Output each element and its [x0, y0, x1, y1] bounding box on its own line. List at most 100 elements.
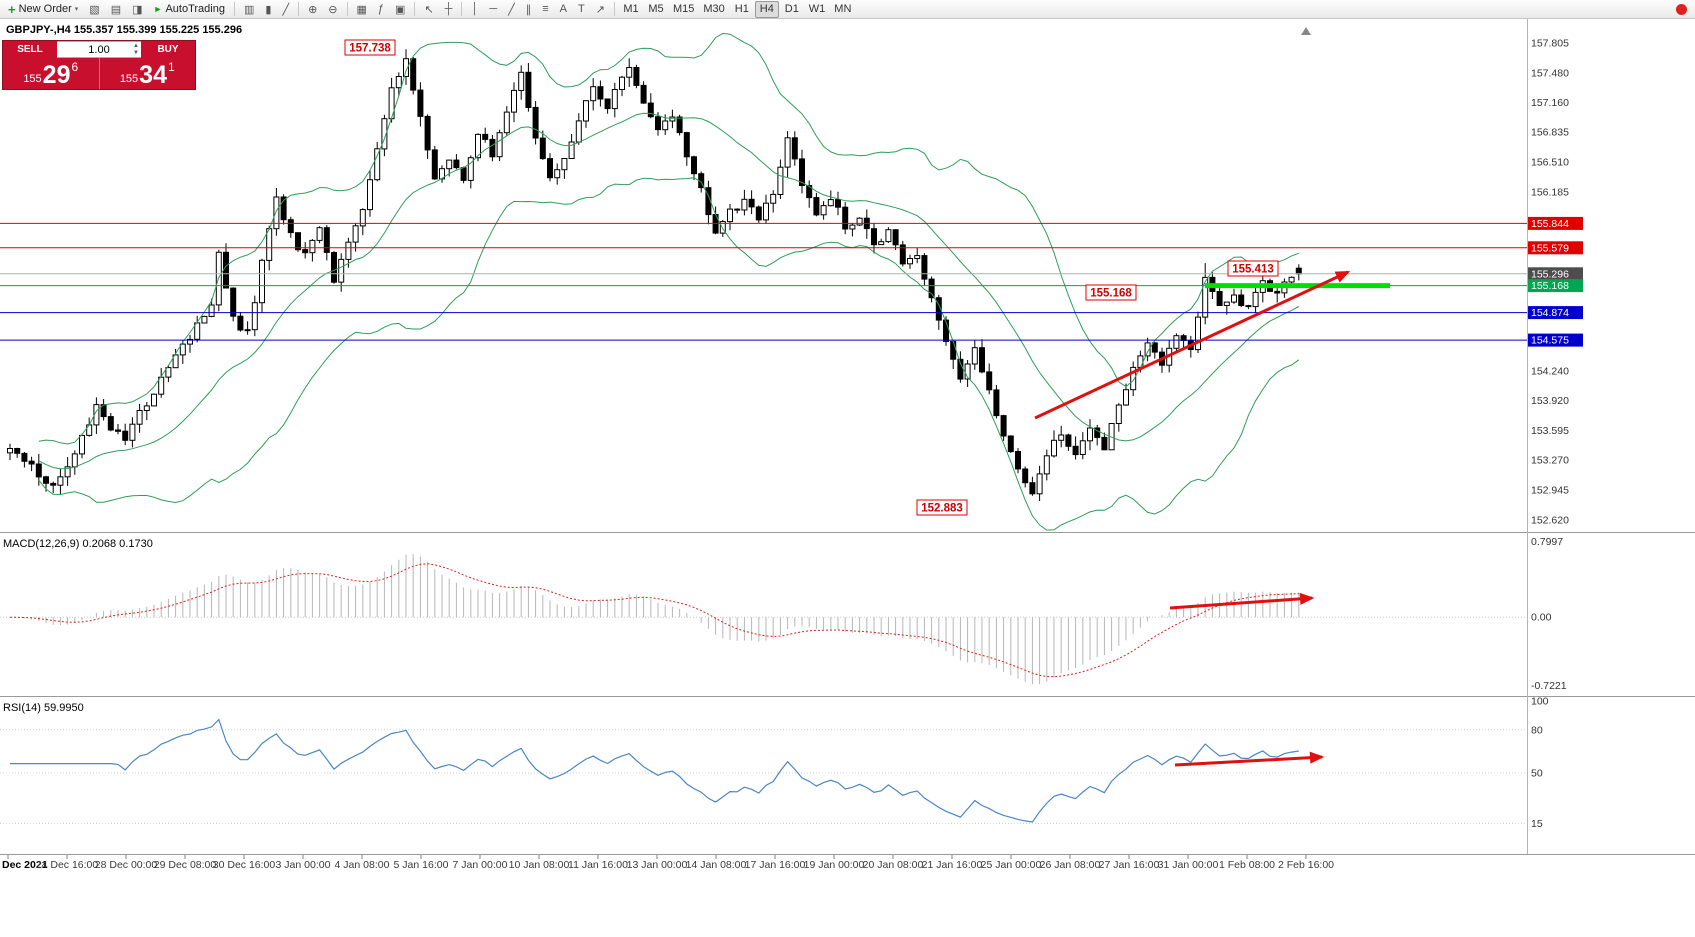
price-annotation-157.738[interactable]: 157.738: [344, 39, 396, 56]
volume-stepper[interactable]: ▲ ▼: [133, 43, 139, 57]
candle: [395, 76, 402, 89]
svg-text:152.883: 152.883: [921, 503, 963, 515]
vertical-line-button[interactable]: │: [466, 1, 483, 18]
timeframe-h1[interactable]: H1: [734, 3, 749, 15]
candle: [467, 157, 474, 181]
label-button[interactable]: T: [573, 1, 590, 18]
trend-arrow-3[interactable]: [1174, 751, 1325, 767]
arrow-tool-icon: ↗: [595, 3, 605, 16]
candle: [791, 137, 798, 160]
autotrading-play-icon: ►: [153, 4, 163, 14]
time-label: 10 Jan 08:00: [509, 859, 570, 871]
candle: [251, 302, 258, 331]
time-label: 13 Jan 00:00: [627, 859, 688, 871]
line-chart-button[interactable]: ╱: [277, 1, 294, 18]
crosshair-button[interactable]: ┼: [440, 1, 458, 18]
candle: [1065, 434, 1072, 447]
candle: [223, 251, 229, 289]
timeframe-w1[interactable]: W1: [808, 3, 826, 15]
svg-text:156.510: 156.510: [1531, 157, 1569, 169]
candle: [1036, 473, 1043, 495]
candle: [79, 434, 85, 455]
autotrading-button[interactable]: ► AutoTrading: [149, 1, 230, 18]
vertical-line-icon: │: [471, 3, 479, 15]
profiles-button[interactable]: ▤: [106, 1, 126, 18]
cursor-icon: ↖: [424, 3, 434, 16]
bollinger-upper-line: [38, 32, 1299, 445]
timeframe-mn[interactable]: MN: [834, 3, 852, 15]
alerts-button[interactable]: ◨: [127, 1, 147, 18]
bar-chart-button[interactable]: ▥: [239, 1, 259, 18]
candle: [1007, 435, 1014, 453]
timeframe-d1[interactable]: D1: [784, 3, 799, 15]
trendline-button[interactable]: ╱: [503, 1, 520, 18]
candle: [907, 258, 913, 265]
candle: [388, 87, 395, 120]
candle: [143, 405, 150, 411]
tile-windows-button[interactable]: ▦: [352, 1, 372, 18]
price-annotation-152.883[interactable]: 152.883: [916, 499, 968, 516]
candlestick-chart-button[interactable]: ▮: [260, 1, 276, 18]
time-label: 25 Jan 00:00: [981, 859, 1042, 871]
channel-button[interactable]: ∥: [521, 1, 537, 18]
fibonacci-button[interactable]: ≡: [537, 1, 553, 18]
new-order-button[interactable]: + New Order ▾: [3, 1, 83, 18]
svg-text:155.579: 155.579: [1531, 242, 1569, 254]
timeframe-m30[interactable]: M30: [703, 3, 725, 15]
sell-button[interactable]: SELL: [3, 41, 57, 58]
candle: [359, 209, 366, 227]
price-scale[interactable]: 157.805 157.480 157.160 156.835 156.510 156.1…: [1527, 19, 1584, 854]
candle: [381, 118, 388, 150]
charts-icon: ▧: [89, 3, 100, 16]
candle: [446, 159, 453, 170]
chart-shift-marker[interactable]: [1301, 27, 1311, 35]
trend-arrow-2[interactable]: [1169, 592, 1315, 610]
cursor-button[interactable]: ↖: [419, 1, 438, 18]
spinner-up-icon[interactable]: ▲: [133, 43, 139, 49]
chart-canvas[interactable]: 157.805 157.480 157.160 156.835 156.510 156.1…: [0, 19, 1695, 937]
candle: [28, 460, 35, 465]
spinner-down-icon[interactable]: ▼: [133, 50, 139, 56]
price-annotation-155.168[interactable]: 155.168: [1085, 284, 1137, 301]
buy-price-button[interactable]: 155 34 1: [98, 58, 195, 89]
buy-button[interactable]: BUY: [141, 41, 195, 58]
candle: [806, 185, 813, 199]
bollinger-middle-line: [38, 112, 1300, 470]
candle: [921, 255, 928, 280]
candle: [187, 338, 193, 345]
alerts-icon: ◨: [132, 3, 143, 16]
candle: [1101, 436, 1108, 451]
candle: [302, 249, 309, 254]
alert-icon[interactable]: [1676, 3, 1687, 15]
timeframe-m5[interactable]: M5: [648, 3, 664, 15]
horizontal-line-button[interactable]: ─: [484, 1, 502, 18]
zoom-out-button[interactable]: ⊖: [323, 1, 342, 18]
volume-input[interactable]: 1.00 ▲ ▼: [57, 41, 141, 58]
candle: [331, 252, 337, 283]
svg-text:15: 15: [1531, 818, 1543, 830]
svg-text:157.480: 157.480: [1531, 67, 1569, 79]
candle: [309, 239, 316, 254]
candle: [518, 71, 525, 91]
time-label: 19 Jan 00:00: [804, 859, 865, 871]
charts-button[interactable]: ▧: [84, 1, 104, 18]
price-annotation-155.413[interactable]: 155.413: [1227, 260, 1279, 277]
timeframe-m1[interactable]: M1: [623, 3, 639, 15]
svg-text:155.168: 155.168: [1531, 280, 1569, 292]
zoom-in-button[interactable]: ⊕: [303, 1, 322, 18]
candle: [1238, 294, 1245, 306]
trend-arrow-1[interactable]: [1034, 270, 1351, 420]
timeframe-m15[interactable]: M15: [672, 3, 695, 15]
text-button[interactable]: A: [555, 1, 572, 18]
candle: [619, 76, 625, 91]
candle: [683, 132, 690, 158]
svg-text:157.738: 157.738: [349, 43, 391, 55]
svg-text:157.160: 157.160: [1531, 97, 1569, 109]
indicators-button[interactable]: ƒ: [373, 1, 389, 18]
sell-price-button[interactable]: 155 29 6: [3, 58, 99, 89]
templates-button[interactable]: ▣: [390, 1, 410, 18]
svg-text:152.620: 152.620: [1531, 515, 1569, 527]
timeframe-h4[interactable]: H4: [754, 0, 779, 18]
arrow-tool-button[interactable]: ↗: [591, 1, 610, 18]
